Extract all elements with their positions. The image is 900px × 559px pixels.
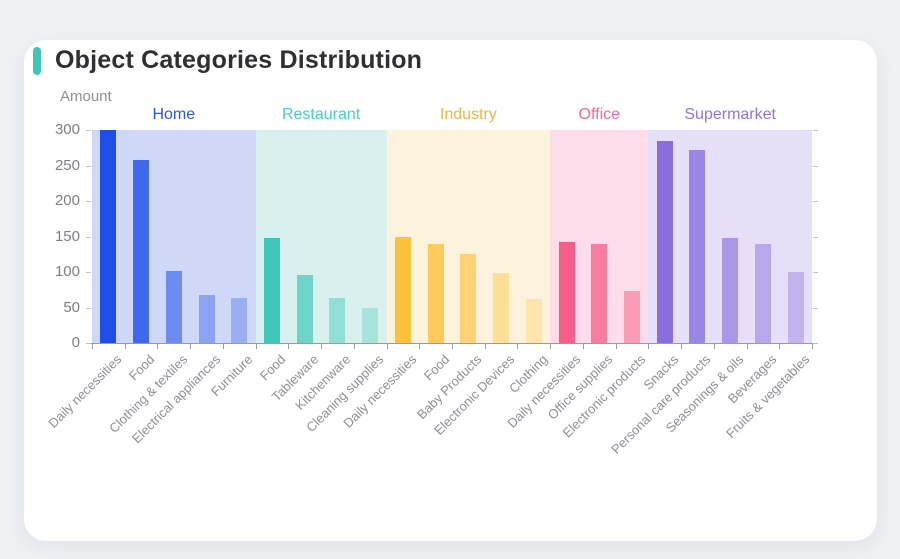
y-tick-label: 150 [54,227,80,245]
bar-industry-3[interactable] [493,273,510,343]
x-axis-tick [517,344,519,349]
bar-restaurant-1[interactable] [296,274,313,343]
y-axis-tick-left [86,165,91,167]
group-label-industry: Industry [439,106,497,123]
y-axis-tick-left [86,272,91,273]
bar-office-1[interactable] [591,244,608,343]
x-axis-line [90,343,814,344]
x-axis-tick [419,344,421,349]
y-tick-label: 300 [54,121,80,138]
bar-office-0[interactable] [558,242,575,343]
y-axis-tick-right [813,343,818,344]
x-axis-tick [648,344,650,349]
x-axis-tick [713,344,715,349]
y-tick-label: 0 [71,334,80,351]
y-axis-tick-left [86,236,91,238]
x-axis-tick [452,344,453,349]
y-axis-tick-left [86,130,91,131]
bar-office-2[interactable] [624,291,640,343]
y-axis-tick-right [813,165,818,167]
bar-restaurant-3[interactable] [362,307,379,343]
bar-home-4[interactable] [231,298,248,343]
bar-supermarket-2[interactable] [722,237,739,343]
group-label-supermarket: Supermarket [684,106,776,123]
bar-home-1[interactable] [133,159,150,343]
x-axis-tick [681,344,683,349]
x-axis-tick [615,344,617,349]
title-accent-bar [33,46,41,75]
x-axis-tick [746,344,748,349]
bar-home-0[interactable] [100,130,117,343]
y-axis-tick-right [813,201,818,202]
group-label-restaurant: Restaurant [281,106,361,123]
page-title: Object Categories Distribution [55,46,423,74]
y-axis-tick-left [86,343,91,344]
bar-restaurant-0[interactable] [264,237,280,343]
y-axis-tick-right [813,130,818,131]
y-tick-label: 200 [54,192,80,209]
x-axis-tick [124,344,126,349]
x-axis-tick [484,344,486,349]
bar-restaurant-2[interactable] [329,297,346,343]
x-axis-tick [288,344,290,349]
bar-home-2[interactable] [165,271,182,343]
x-axis-tick [812,344,813,349]
chart-card: Object Categories Distribution Amount Ho… [24,40,877,541]
x-axis-tick [92,344,93,349]
bar-industry-0[interactable] [394,236,411,343]
bar-supermarket-1[interactable] [689,149,706,343]
x-axis-tick [190,344,192,349]
group-label-office: Office [578,106,621,123]
bar-industry-2[interactable] [460,254,477,343]
bar-supermarket-3[interactable] [754,243,771,343]
x-axis-tick [321,344,323,349]
bar-home-3[interactable] [198,294,215,343]
y-tick-label: 100 [54,263,80,280]
y-axis-tick-right [813,272,818,273]
y-axis-tick-right [813,236,818,238]
bar-industry-1[interactable] [427,244,444,343]
group-label-home: Home [152,106,196,123]
x-axis-tick [386,344,388,349]
y-tick-label: 250 [54,156,80,174]
y-tick-label: 50 [63,298,80,316]
y-axis-tick-left [86,307,91,309]
x-axis-tick [779,344,781,349]
x-axis-tick [255,344,257,349]
y-axis-tick-right [813,307,818,309]
y-axis-title: Amount [60,88,112,105]
bar-industry-4[interactable] [525,298,542,343]
x-axis-tick [582,344,584,349]
x-axis-tick [222,344,224,349]
x-axis-tick [353,344,355,349]
card-header: Object Categories Distribution [33,46,422,75]
bar-supermarket-0[interactable] [656,140,673,343]
y-axis-tick-left [86,201,91,202]
x-axis-tick [550,344,552,349]
x-axis-tick [157,344,159,349]
bar-supermarket-4[interactable] [787,272,804,343]
bar-chart: Home Daily necessities Food Clothing & text… [24,40,877,541]
